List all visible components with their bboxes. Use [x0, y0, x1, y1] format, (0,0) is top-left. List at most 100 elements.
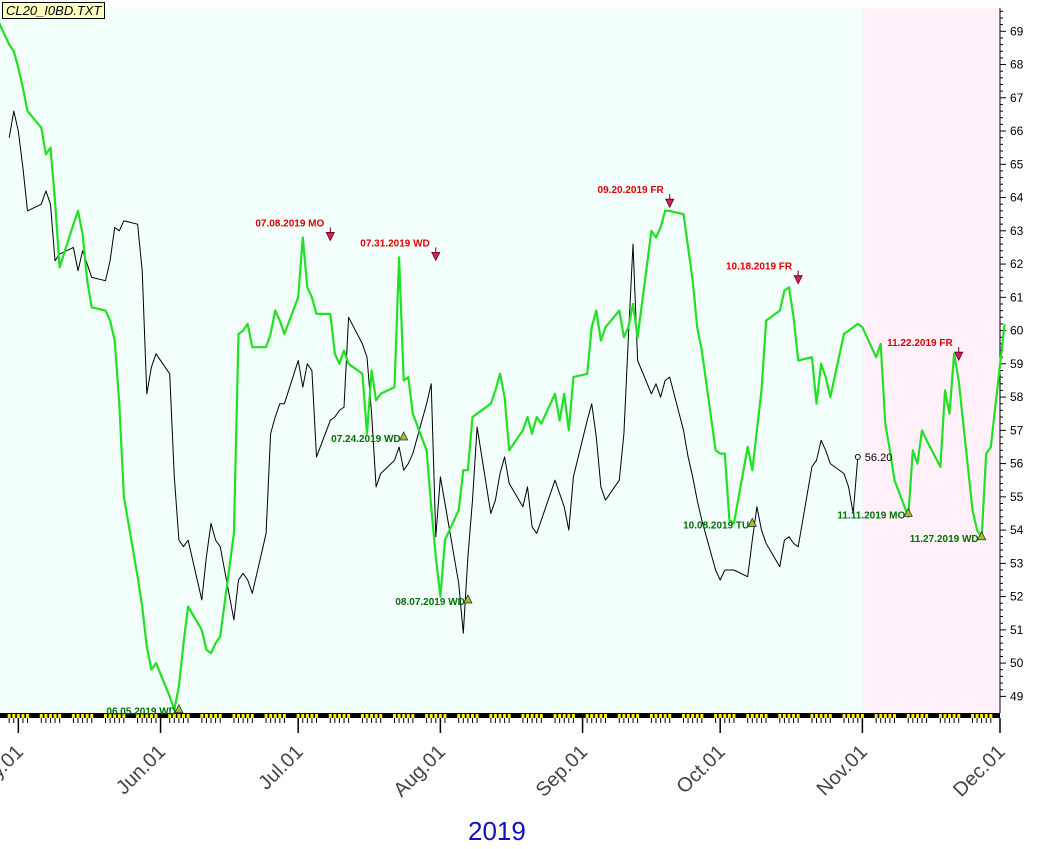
day-marker — [438, 714, 442, 718]
day-marker — [296, 714, 300, 718]
peak-marker — [793, 275, 803, 285]
day-marker — [90, 714, 94, 718]
day-marker — [489, 714, 493, 718]
day-marker — [792, 714, 796, 718]
day-marker — [269, 714, 273, 718]
day-marker — [567, 714, 571, 718]
day-marker — [498, 714, 502, 718]
y-tick-label: 66 — [1010, 124, 1024, 138]
day-marker — [892, 714, 896, 718]
peak-marker — [325, 232, 335, 242]
day-marker — [76, 714, 80, 718]
day-marker — [750, 714, 754, 718]
day-marker — [44, 714, 48, 718]
day-marker — [12, 714, 16, 718]
day-marker — [71, 714, 75, 718]
day-marker — [342, 714, 346, 718]
day-marker — [337, 714, 341, 718]
day-marker — [209, 714, 213, 718]
day-marker — [53, 714, 57, 718]
day-marker — [466, 714, 470, 718]
day-marker — [282, 714, 286, 718]
chart-title: CL20_I0BD.TXT — [2, 2, 106, 19]
day-marker — [732, 714, 736, 718]
trough-marker — [977, 530, 987, 541]
day-marker — [246, 714, 250, 718]
y-tick-label: 63 — [1010, 224, 1024, 238]
day-marker — [989, 714, 993, 718]
day-marker — [328, 714, 332, 718]
day-marker — [604, 714, 608, 718]
day-marker — [365, 714, 369, 718]
day-marker — [553, 714, 557, 718]
day-marker — [503, 714, 507, 718]
trough-marker — [174, 703, 184, 714]
day-marker — [172, 714, 176, 718]
y-tick-label: 58 — [1010, 390, 1024, 404]
day-marker — [925, 714, 929, 718]
day-marker — [21, 714, 25, 718]
x-tick-label: Dec.01 — [949, 741, 1009, 801]
day-marker — [957, 714, 961, 718]
y-tick-label: 53 — [1010, 556, 1024, 570]
day-marker — [970, 714, 974, 718]
day-marker — [370, 714, 374, 718]
day-marker — [856, 714, 860, 718]
day-marker — [883, 714, 887, 718]
day-marker — [599, 714, 603, 718]
day-marker — [663, 714, 667, 718]
day-marker — [654, 714, 658, 718]
last-value-marker — [854, 453, 861, 460]
day-marker — [819, 714, 823, 718]
day-marker — [443, 714, 447, 718]
day-marker — [117, 714, 121, 718]
day-marker — [718, 714, 722, 718]
day-marker — [397, 714, 401, 718]
y-tick-label: 61 — [1010, 290, 1024, 304]
trough-label: 10.08.2019 TU — [683, 520, 749, 531]
day-marker — [714, 714, 718, 718]
y-tick-label: 59 — [1010, 357, 1024, 371]
day-marker — [241, 714, 245, 718]
day-marker — [136, 714, 140, 718]
day-marker — [847, 714, 851, 718]
day-marker — [649, 714, 653, 718]
day-marker — [695, 714, 699, 718]
day-marker — [104, 714, 108, 718]
x-tick-label: Oct.01 — [672, 741, 729, 798]
day-marker — [411, 714, 415, 718]
trough-label: 06.05.2019 WD — [106, 707, 176, 718]
day-marker — [860, 714, 864, 718]
day-marker — [842, 714, 846, 718]
x-tick-label: Jul.01 — [254, 741, 307, 794]
day-marker — [425, 714, 429, 718]
day-marker — [906, 714, 910, 718]
day-marker — [273, 714, 277, 718]
y-tick-label: 57 — [1010, 423, 1024, 437]
series-line — [0, 22, 1006, 711]
y-tick-label: 64 — [1010, 191, 1024, 205]
day-marker — [81, 714, 85, 718]
day-marker — [16, 714, 20, 718]
y-tick-label: 56 — [1010, 457, 1024, 471]
day-marker — [347, 714, 351, 718]
day-marker — [590, 714, 594, 718]
day-marker — [218, 714, 222, 718]
day-marker — [530, 714, 534, 718]
day-marker — [920, 714, 924, 718]
peak-label: 11.22.2019 FR — [887, 338, 953, 349]
day-marker — [952, 714, 956, 718]
day-marker — [475, 714, 479, 718]
trough-marker — [463, 594, 473, 604]
day-marker — [181, 714, 185, 718]
day-marker — [571, 714, 575, 718]
day-marker — [938, 714, 942, 718]
x-tick-label: May.01 — [0, 741, 28, 802]
day-marker — [278, 714, 282, 718]
background-zone — [862, 8, 1000, 713]
y-tick-label: 62 — [1010, 257, 1024, 271]
day-marker — [507, 714, 511, 718]
day-marker — [879, 714, 883, 718]
last-value-label: 56.20 — [865, 452, 893, 464]
